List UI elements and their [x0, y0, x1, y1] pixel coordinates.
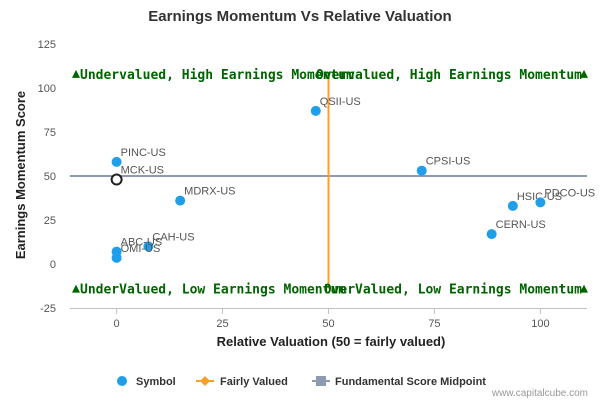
data-point-pinc-us — [111, 156, 122, 167]
point-label-pdco-us: PDCO-US — [544, 187, 595, 199]
data-point-hsic-us — [507, 200, 518, 211]
legend: Symbol Fairly Valued Fundamental Score M… — [117, 376, 486, 388]
y-axis-title: Earnings Momentum Score — [13, 91, 28, 259]
x-tick-label: 25 — [216, 318, 228, 330]
legend-fair-marker — [200, 376, 210, 386]
data-point-qsii-us — [310, 105, 321, 116]
data-point-pdco-us — [535, 197, 546, 208]
y-tick-label: 25 — [44, 215, 56, 227]
legend-fair-label: Fairly Valued — [220, 376, 288, 388]
x-axis-title: Relative Valuation (50 = fairly valued) — [217, 334, 446, 349]
x-tick-label: 50 — [322, 318, 334, 330]
quadrant-arrow-2 — [580, 69, 588, 78]
legend-symbol-marker — [117, 376, 127, 386]
point-label-cern-us: CERN-US — [496, 219, 546, 231]
point-label-cpsi-us: CPSI-US — [426, 156, 471, 168]
point-label-mck-us: MCK-US — [121, 165, 164, 177]
legend-midpoint-label: Fundamental Score Midpoint — [335, 376, 486, 388]
plot-area: 125 100 75 50 25 0 -25 0 25 50 75 100 Undervalued, H… — [38, 39, 595, 330]
data-point-cah-us — [143, 241, 154, 252]
quadrant-label-bottom-right: OverValued, Low Earnings Momentum — [324, 283, 582, 298]
y-tick-label: 50 — [44, 171, 56, 183]
x-tick-label: 75 — [428, 318, 440, 330]
quadrant-label-top-right: Overvalued, High Earnings Momentum — [316, 68, 582, 83]
point-label-omi-us: OMI-US — [121, 243, 161, 255]
quadrant-arrow-1 — [72, 69, 80, 78]
y-tick-label: 0 — [50, 259, 56, 271]
point-label-qsii-us: QSII-US — [320, 96, 361, 108]
quadrant-arrow-4 — [580, 284, 588, 293]
point-label-cah-us: CAH-US — [152, 231, 194, 243]
data-point-cpsi-us — [416, 165, 427, 176]
point-label-hsic-us: HSIC-US — [517, 191, 562, 203]
point-label-mdrx-us: MDRX-US — [184, 186, 235, 198]
y-tick-label: -25 — [40, 303, 56, 315]
chart-title: Earnings Momentum Vs Relative Valuation — [148, 8, 451, 25]
y-tick-label: 100 — [38, 83, 56, 95]
data-point-cern-us — [486, 229, 497, 240]
point-label-pinc-us: PINC-US — [121, 147, 166, 159]
x-tick-label: 100 — [531, 318, 549, 330]
y-tick-label: 75 — [44, 127, 56, 139]
quadrant-label-top-left: Undervalued, High Earnings Momentum — [80, 68, 354, 83]
quadrant-arrow-3 — [72, 284, 80, 293]
credit-text: www.capitalcube.com — [491, 388, 588, 399]
legend-symbol-label: Symbol — [136, 376, 176, 388]
data-point-omi-us — [111, 252, 122, 263]
x-tick-label: 0 — [114, 318, 120, 330]
data-point-mck-us — [110, 173, 123, 186]
data-point-mdrx-us — [175, 195, 186, 206]
legend-midpoint-marker — [316, 376, 326, 386]
point-label-abc-us: ABC-US — [121, 237, 163, 249]
y-tick-label: 125 — [38, 39, 56, 51]
quadrant-label-bottom-left: UnderValued, Low Earnings Momentum — [80, 283, 346, 298]
